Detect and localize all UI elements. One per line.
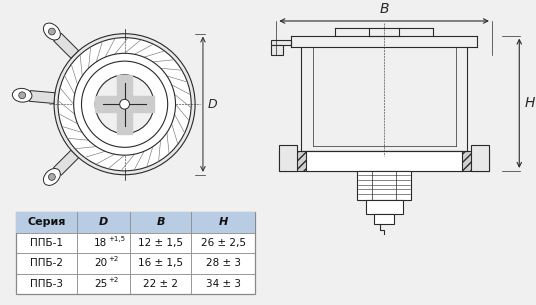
Text: ППБ-2: ППБ-2 [29, 258, 63, 268]
Polygon shape [117, 104, 132, 134]
Circle shape [73, 53, 175, 155]
Text: 25: 25 [94, 279, 107, 289]
FancyBboxPatch shape [16, 212, 255, 232]
FancyBboxPatch shape [366, 200, 403, 214]
Text: B: B [379, 2, 389, 16]
FancyBboxPatch shape [120, 101, 175, 108]
Text: 12 ± 1,5: 12 ± 1,5 [138, 238, 183, 248]
Circle shape [54, 34, 195, 175]
Circle shape [19, 92, 26, 99]
Polygon shape [54, 150, 79, 175]
Polygon shape [124, 96, 154, 112]
Text: ППБ-3: ППБ-3 [29, 279, 63, 289]
FancyBboxPatch shape [170, 100, 188, 108]
FancyBboxPatch shape [272, 40, 291, 45]
Text: 22 ± 2: 22 ± 2 [143, 279, 178, 289]
Text: 16 ± 1,5: 16 ± 1,5 [138, 258, 183, 268]
Text: H: H [524, 96, 534, 110]
Text: 18: 18 [94, 238, 107, 248]
Text: +1,5: +1,5 [108, 236, 125, 242]
Circle shape [48, 174, 55, 180]
Text: D: D [208, 98, 218, 111]
Circle shape [120, 99, 130, 109]
FancyBboxPatch shape [272, 45, 283, 55]
Polygon shape [54, 33, 79, 58]
Text: ППБ-1: ППБ-1 [29, 238, 63, 248]
Circle shape [58, 38, 191, 171]
FancyBboxPatch shape [279, 145, 297, 171]
Polygon shape [117, 75, 132, 104]
FancyBboxPatch shape [118, 98, 131, 110]
Text: 28 ± 3: 28 ± 3 [205, 258, 241, 268]
FancyBboxPatch shape [374, 214, 394, 224]
Text: H: H [218, 217, 228, 227]
Text: B: B [157, 217, 165, 227]
FancyBboxPatch shape [279, 151, 489, 171]
FancyBboxPatch shape [357, 171, 411, 200]
Circle shape [48, 28, 55, 35]
Ellipse shape [43, 23, 61, 40]
Ellipse shape [43, 168, 61, 185]
FancyBboxPatch shape [16, 212, 255, 294]
FancyBboxPatch shape [306, 151, 463, 171]
Text: +2: +2 [108, 277, 118, 283]
Text: 26 ± 2,5: 26 ± 2,5 [200, 238, 245, 248]
Polygon shape [95, 96, 124, 112]
Text: 20: 20 [94, 258, 107, 268]
Text: D: D [99, 217, 108, 227]
Text: +2: +2 [108, 257, 118, 263]
Polygon shape [29, 91, 55, 103]
FancyBboxPatch shape [16, 212, 255, 232]
Ellipse shape [12, 88, 32, 102]
Text: Серия: Серия [27, 217, 65, 227]
FancyBboxPatch shape [471, 145, 489, 171]
Text: 34 ± 3: 34 ± 3 [205, 279, 241, 289]
Circle shape [95, 75, 154, 134]
